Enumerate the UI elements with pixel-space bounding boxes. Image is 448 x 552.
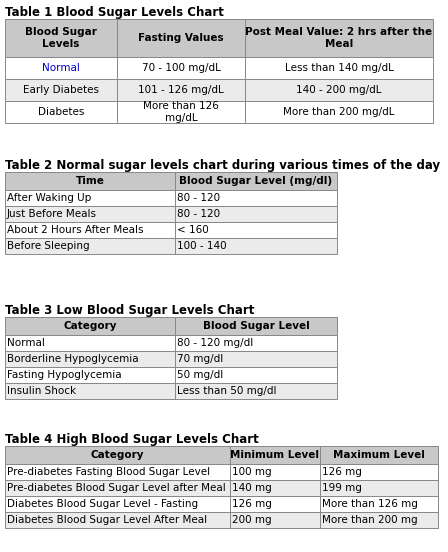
Bar	[5, 512, 230, 528]
Bar	[5, 19, 117, 57]
Text: Maximum Level: Maximum Level	[333, 450, 425, 460]
Text: More than 200 mg/dL: More than 200 mg/dL	[283, 107, 395, 117]
Text: Blood Sugar Level (mg/dl): Blood Sugar Level (mg/dl)	[180, 176, 332, 186]
Text: Minimum Level: Minimum Level	[231, 450, 319, 460]
Bar	[5, 190, 175, 206]
Text: Diabetes: Diabetes	[38, 107, 84, 117]
Text: Less than 140 mg/dL: Less than 140 mg/dL	[284, 63, 393, 73]
Bar	[5, 464, 230, 480]
Text: Category: Category	[91, 450, 144, 460]
Text: Normal: Normal	[7, 338, 45, 348]
Bar	[245, 101, 433, 123]
Bar	[320, 480, 438, 496]
Text: Category: Category	[63, 321, 117, 331]
Text: Table 4 High Blood Sugar Levels Chart: Table 4 High Blood Sugar Levels Chart	[5, 433, 259, 446]
Text: 70 mg/dl: 70 mg/dl	[177, 354, 223, 364]
Bar	[5, 79, 117, 101]
Bar	[5, 206, 175, 222]
Bar	[117, 79, 245, 101]
Text: Fasting Values: Fasting Values	[138, 33, 224, 43]
Text: 140 mg: 140 mg	[232, 483, 272, 493]
Bar	[175, 172, 337, 190]
Text: Table 2 Normal sugar levels chart during various times of the day: Table 2 Normal sugar levels chart during…	[5, 159, 440, 172]
Text: 100 - 140: 100 - 140	[177, 241, 227, 251]
Bar	[5, 446, 230, 464]
Text: More than 126
mg/dL: More than 126 mg/dL	[143, 101, 219, 123]
Text: 199 mg: 199 mg	[322, 483, 362, 493]
Bar	[5, 383, 175, 399]
Text: Less than 50 mg/dl: Less than 50 mg/dl	[177, 386, 276, 396]
Text: 126 mg: 126 mg	[232, 499, 272, 509]
Bar	[5, 367, 175, 383]
Text: Blood Sugar Level: Blood Sugar Level	[202, 321, 310, 331]
Text: 200 mg: 200 mg	[232, 515, 271, 525]
Text: Borderline Hypoglycemia: Borderline Hypoglycemia	[7, 354, 138, 364]
Bar	[175, 238, 337, 254]
Bar	[230, 464, 320, 480]
Text: 140 - 200 mg/dL: 140 - 200 mg/dL	[296, 85, 382, 95]
Bar	[175, 351, 337, 367]
Bar	[230, 512, 320, 528]
Bar	[175, 206, 337, 222]
Text: 101 - 126 mg/dL: 101 - 126 mg/dL	[138, 85, 224, 95]
Bar	[245, 19, 433, 57]
Bar	[175, 367, 337, 383]
Bar	[5, 317, 175, 335]
Text: 80 - 120: 80 - 120	[177, 209, 220, 219]
Text: Pre-diabetes Fasting Blood Sugar Level: Pre-diabetes Fasting Blood Sugar Level	[7, 467, 210, 477]
Text: 80 - 120 mg/dl: 80 - 120 mg/dl	[177, 338, 253, 348]
Text: After Waking Up: After Waking Up	[7, 193, 91, 203]
Text: < 160: < 160	[177, 225, 209, 235]
Text: Time: Time	[76, 176, 104, 186]
Text: Early Diabetes: Early Diabetes	[23, 85, 99, 95]
Bar	[320, 496, 438, 512]
Bar	[5, 335, 175, 351]
Bar	[5, 496, 230, 512]
Text: Insulin Shock: Insulin Shock	[7, 386, 76, 396]
Bar	[175, 190, 337, 206]
Text: 100 mg: 100 mg	[232, 467, 271, 477]
Bar	[5, 101, 117, 123]
Bar	[5, 172, 175, 190]
Bar	[5, 238, 175, 254]
Bar	[175, 317, 337, 335]
Text: Post Meal Value: 2 hrs after the
Meal: Post Meal Value: 2 hrs after the Meal	[246, 27, 433, 49]
Text: Blood Sugar
Levels: Blood Sugar Levels	[25, 27, 97, 49]
Bar	[245, 57, 433, 79]
Text: Just Before Meals: Just Before Meals	[7, 209, 97, 219]
Text: Before Sleeping: Before Sleeping	[7, 241, 90, 251]
Bar	[175, 383, 337, 399]
Text: About 2 Hours After Meals: About 2 Hours After Meals	[7, 225, 143, 235]
Bar	[5, 480, 230, 496]
Text: Pre-diabetes Blood Sugar Level after Meal: Pre-diabetes Blood Sugar Level after Mea…	[7, 483, 226, 493]
Bar	[5, 222, 175, 238]
Bar	[5, 57, 117, 79]
Bar	[320, 512, 438, 528]
Text: 126 mg: 126 mg	[322, 467, 362, 477]
Bar	[117, 101, 245, 123]
Text: Normal: Normal	[42, 63, 80, 73]
Text: Table 3 Low Blood Sugar Levels Chart: Table 3 Low Blood Sugar Levels Chart	[5, 304, 254, 317]
Bar	[230, 446, 320, 464]
Text: Diabetes Blood Sugar Level After Meal: Diabetes Blood Sugar Level After Meal	[7, 515, 207, 525]
Bar	[230, 480, 320, 496]
Bar	[320, 446, 438, 464]
Bar	[5, 351, 175, 367]
Bar	[175, 222, 337, 238]
Text: 50 mg/dl: 50 mg/dl	[177, 370, 223, 380]
Text: More than 200 mg: More than 200 mg	[322, 515, 418, 525]
Bar	[245, 79, 433, 101]
Bar	[175, 335, 337, 351]
Bar	[117, 19, 245, 57]
Bar	[320, 464, 438, 480]
Bar	[117, 57, 245, 79]
Text: Diabetes Blood Sugar Level - Fasting: Diabetes Blood Sugar Level - Fasting	[7, 499, 198, 509]
Bar	[230, 496, 320, 512]
Text: 70 - 100 mg/dL: 70 - 100 mg/dL	[142, 63, 220, 73]
Text: 80 - 120: 80 - 120	[177, 193, 220, 203]
Text: Fasting Hypoglycemia: Fasting Hypoglycemia	[7, 370, 121, 380]
Text: Table 1 Blood Sugar Levels Chart: Table 1 Blood Sugar Levels Chart	[5, 6, 224, 19]
Text: More than 126 mg: More than 126 mg	[322, 499, 418, 509]
